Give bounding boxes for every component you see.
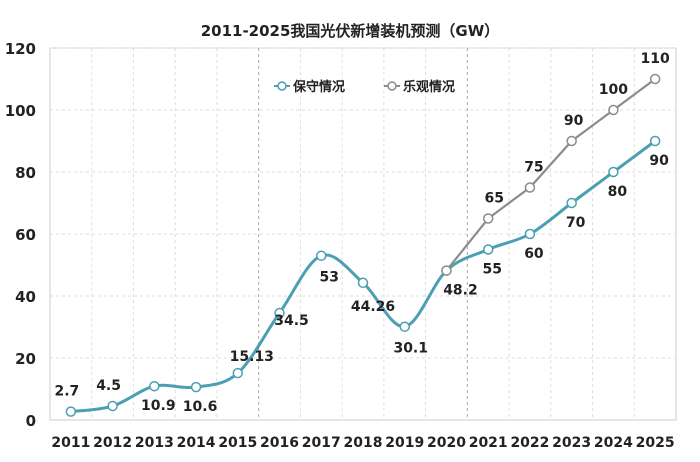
legend-marker [387,81,397,91]
data-point [566,135,577,147]
x-tick-label: 2022 [510,435,549,451]
x-tick-label: 2014 [177,435,216,451]
data-point [566,197,577,209]
x-tick-label: 2021 [469,435,508,451]
x-tick-label: 2012 [93,435,132,451]
x-tick-label: 2019 [385,435,424,451]
data-label: 34.5 [274,313,309,329]
y-tick-label: 0 [26,412,36,430]
data-label: 75 [524,160,543,176]
x-tick-label: 2015 [218,435,257,451]
data-label: 80 [608,184,628,200]
x-tick-label: 2025 [636,435,675,451]
x-tick-label: 2016 [260,435,299,451]
data-point [149,380,160,392]
x-tick-label: 2020 [427,435,466,451]
data-label: 44.26 [351,299,395,315]
data-label: 100 [599,82,628,98]
x-tick-label: 2013 [135,435,174,451]
data-label: 90 [649,153,669,169]
data-label: 30.1 [393,341,428,357]
y-tick-label: 60 [15,226,36,244]
data-point [316,250,327,261]
legend-label: 乐观情况 [403,79,455,95]
data-label: 60 [524,246,544,262]
y-tick-label: 20 [15,350,36,368]
x-tick-label: 2018 [344,435,383,451]
data-point [399,321,410,332]
legend-marker [277,81,287,91]
data-label: 4.5 [96,378,121,394]
data-point [65,406,77,417]
data-label: 90 [564,113,584,129]
x-tick-label: 2017 [302,435,341,451]
y-tick-label: 120 [5,40,36,58]
data-label: 55 [482,262,501,278]
data-label: 53 [320,270,339,286]
data-point [524,228,536,240]
data-point [649,73,661,85]
data-label: 48.2 [443,283,478,299]
data-point [649,135,661,147]
series-line-0 [70,139,657,414]
x-tick-label: 2024 [594,435,633,451]
data-label: 65 [484,191,503,207]
data-label: 70 [566,215,586,231]
data-point [482,244,494,255]
data-point [608,104,619,116]
data-point [190,381,202,393]
y-tick-label: 80 [15,164,36,182]
data-point [608,166,619,178]
data-label: 110 [641,51,670,67]
data-point [357,277,369,289]
data-point [524,182,536,193]
data-point [107,400,118,412]
data-label: 10.9 [141,398,176,414]
x-tick-label: 2023 [552,435,591,451]
data-point [232,367,244,379]
data-point [441,265,452,276]
data-label: 2.7 [54,384,79,400]
y-tick-label: 40 [15,288,36,306]
legend: 保守情况 乐观情况 [274,79,455,95]
data-label: 10.6 [183,399,218,415]
chart-title: 2011-2025我国光伏新增装机预测（GW） [201,22,500,40]
x-tick-label: 2011 [51,435,90,451]
y-tick-label: 100 [5,102,36,120]
data-point [274,307,285,319]
data-point [482,213,494,224]
legend-label: 保守情况 [292,79,345,95]
data-label: 15.13 [230,349,274,365]
series-line-1 [445,78,656,272]
